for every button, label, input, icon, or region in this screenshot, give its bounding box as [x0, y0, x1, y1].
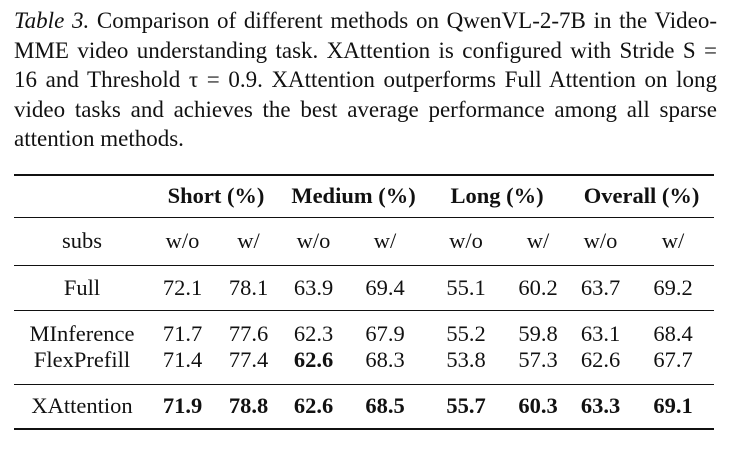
value-cell: 55.2 [425, 309, 508, 347]
value-cell: 77.4 [228, 347, 269, 372]
value-cell: 55.7 [425, 383, 508, 430]
subheader-cell: w/o [425, 216, 508, 265]
subheader-cell: subs [14, 216, 150, 265]
caption-text: Comparison of different methods on QwenV… [14, 8, 717, 151]
group-header: Short (%) [150, 174, 282, 217]
value-cell: 63.3 [569, 383, 633, 430]
subheader-cell: w/o [569, 216, 633, 265]
value-cell: 62.3 [282, 309, 345, 347]
value-cell: 67.7 [653, 347, 693, 372]
value-cell: 71.7 [150, 309, 215, 347]
value-cell: 63.1 [569, 309, 633, 347]
value-cell: 68.4 [632, 309, 715, 347]
value-cell: 57.3 [518, 347, 558, 372]
value-cell: 71.4 [162, 347, 203, 372]
group-header: Long (%) [425, 174, 570, 217]
subheader-cell: w/ [507, 216, 570, 265]
subheader-cell: w/ [632, 216, 715, 265]
value-cell: 53.8 [446, 347, 486, 372]
caption-label: Table 3. [14, 8, 90, 33]
value-cell: 63.7 [569, 264, 633, 310]
table-row: XAttention 71.9 78.8 62.6 68.5 55.7 60.3 63.3 69… [14, 383, 715, 430]
value-cell: 67.9 [345, 309, 426, 347]
value-cell: 62.6 [293, 347, 334, 372]
table-row: FlexPrefill 71.4 77.4 62.6 68.3 53.8 57.3 62.6 6… [14, 347, 714, 384]
value-cell: 62.6 [282, 383, 345, 430]
value-cell: 59.8 [507, 309, 570, 347]
method-name: XAttention [14, 383, 150, 430]
group-header: Medium (%) [282, 174, 426, 217]
subheader-cell: w/o [150, 216, 215, 265]
caption: Table 3. Comparison of different methods… [14, 6, 717, 154]
value-cell: 62.6 [580, 347, 621, 372]
table-row: Short (%) Medium (%) Long (%) Overall (%) [14, 174, 715, 217]
subheader-cell: w/o [282, 216, 345, 265]
subheader-cell: w/ [215, 216, 282, 265]
value-cell: 69.1 [632, 383, 715, 430]
group-header: Overall (%) [569, 174, 715, 217]
value-cell: 78.8 [215, 383, 282, 430]
method-name: Full [14, 264, 150, 310]
method-name: MInference [14, 309, 150, 347]
results-table: Short (%) Medium (%) Long (%) Overall (%) su… [14, 174, 715, 430]
value-cell: 72.1 [150, 264, 215, 310]
value-cell: 78.1 [215, 264, 282, 310]
value-cell: 68.3 [365, 347, 405, 372]
value-cell: 71.9 [150, 383, 215, 430]
subheader-cell: w/ [345, 216, 426, 265]
value-cell: 77.6 [215, 309, 282, 347]
table-row: Full 72.1 78.1 63.9 69.4 55.1 60.2 63.7 69.2 [14, 264, 715, 310]
table-row: subs w/o w/w/o w/w/o w/w/o w/ [14, 216, 715, 265]
value-cell: 63.9 [282, 264, 345, 310]
empty-cell [14, 174, 150, 217]
table-row: MInference 71.7 77.6 62.3 67.9 55.2 59.8 63.1 68… [14, 309, 715, 347]
method-name: FlexPrefill [33, 347, 131, 372]
value-cell: 69.2 [632, 264, 715, 310]
value-cell: 60.3 [507, 383, 570, 430]
value-cell: 55.1 [425, 264, 508, 310]
value-cell: 60.2 [507, 264, 570, 310]
value-cell: 69.4 [345, 264, 426, 310]
value-cell: 68.5 [345, 383, 426, 430]
